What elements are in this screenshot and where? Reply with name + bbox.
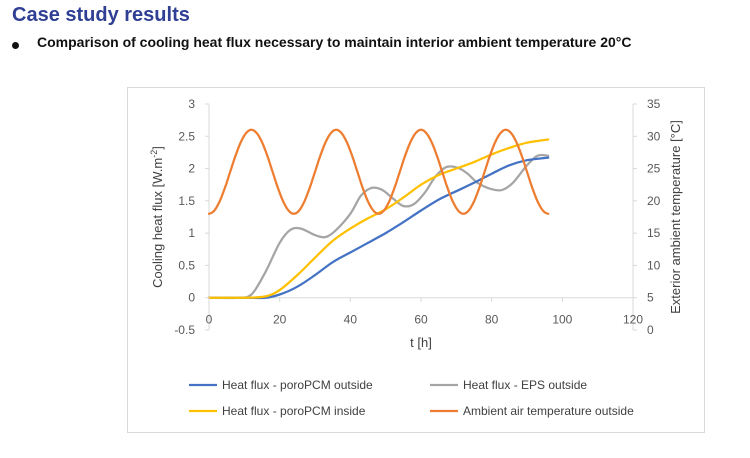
legend-label-2: Heat flux - poroPCM inside [222, 404, 366, 418]
y-right-tick-label: 15 [647, 226, 661, 240]
slide-title: Case study results [12, 4, 190, 26]
x-tick-label: 80 [485, 313, 499, 327]
y-left-tick-label: 2 [188, 162, 195, 176]
y-right-tick-label: 5 [647, 291, 654, 305]
x-tick-label: 60 [414, 313, 428, 327]
x-tick-label: 40 [344, 313, 358, 327]
y-left-tick-label: 0 [188, 291, 195, 305]
y-left-tick-label: -0.5 [174, 323, 195, 337]
y-axis-right-title: Exterior ambient temperature [°C] [668, 120, 683, 314]
legend-label-1: Heat flux - EPS outside [463, 378, 587, 392]
series-line-1 [207, 153, 550, 300]
y-axis-left-title-main: Cooling heat flux [W.m [150, 158, 165, 288]
y-right-tick-label: 30 [647, 129, 661, 143]
y-right-tick-label: 35 [647, 97, 661, 111]
x-tick-label: 100 [552, 313, 572, 327]
x-axis-title: t [h] [410, 335, 432, 350]
x-tick-label: 120 [623, 313, 643, 327]
y-left-tick-label: 0.5 [178, 258, 195, 272]
y-left-tick-label: 1 [188, 226, 195, 240]
series-group [207, 128, 550, 300]
y-axis-left-title-sup: -2 [149, 150, 159, 158]
y-left-tick-label: 3 [188, 97, 195, 111]
series-line-2 [207, 138, 550, 299]
y-axis-left-title: Cooling heat flux [W.m-2] [149, 146, 165, 288]
legend-label-3: Ambient air temperature outside [463, 404, 634, 418]
y-left-tick-label: 1.5 [178, 194, 195, 208]
x-tick-label: 20 [273, 313, 287, 327]
legend-label-0: Heat flux - poroPCM outside [222, 378, 373, 392]
legend: Heat flux - poroPCM outside Heat flux - E… [189, 378, 634, 418]
bullet-dot-icon [12, 41, 19, 49]
series-line-0 [207, 156, 550, 300]
bullet-text: Comparison of cooling heat flux necessar… [37, 34, 632, 50]
x-tick-label: 0 [206, 313, 213, 327]
y-right-tick-label: 0 [647, 323, 654, 337]
y-right-tick-label: 25 [647, 162, 661, 176]
y-left-tick-label: 2.5 [178, 129, 195, 143]
series-line-3 [207, 128, 550, 215]
y-right-tick-label: 10 [647, 258, 661, 272]
y-axis-left-title-end: ] [150, 146, 165, 150]
chart-frame: -0.5 0 0.5 1 1.5 2 2.5 3 0 5 10 15 20 25 30 35 0 20 40 60 80… [127, 87, 705, 433]
y-right-tick-label: 20 [647, 194, 661, 208]
bullet-point: Comparison of cooling heat flux necessar… [12, 34, 632, 50]
